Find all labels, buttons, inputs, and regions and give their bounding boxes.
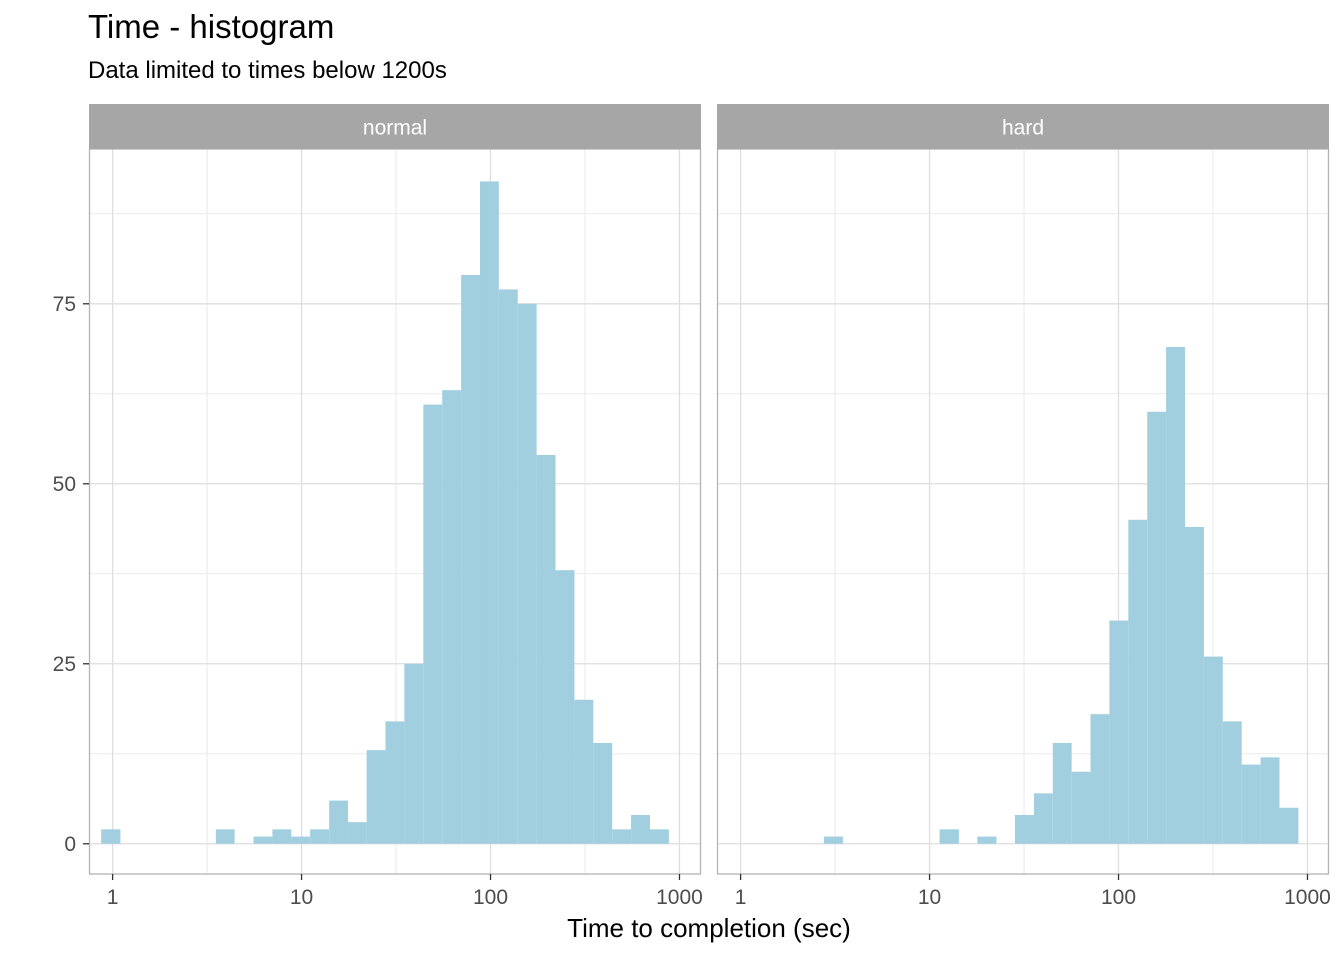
x-axis-label: Time to completion (sec) — [567, 913, 851, 943]
y-tick-label: 0 — [64, 833, 76, 856]
facet-strip — [89, 104, 701, 149]
histogram-bar — [1052, 742, 1072, 844]
histogram-bar — [631, 814, 650, 844]
histogram-bar — [461, 274, 481, 844]
histogram-bar — [272, 829, 292, 844]
y-tick-label: 50 — [53, 473, 76, 496]
histogram-bar — [1184, 526, 1204, 844]
histogram-bar — [574, 699, 594, 844]
histogram-bar — [1071, 771, 1091, 844]
histogram-bar — [1147, 411, 1167, 844]
histogram-bar — [366, 750, 386, 844]
histogram-bar — [517, 303, 537, 844]
histogram-bar — [612, 829, 632, 844]
histogram-bar — [1014, 814, 1034, 844]
histogram-bar — [1090, 714, 1110, 844]
histogram-bar — [1241, 764, 1261, 844]
facet-strip-label: hard — [1002, 117, 1044, 140]
histogram-bar — [215, 829, 235, 844]
histogram-bar — [442, 390, 462, 844]
histogram-bar — [593, 742, 613, 844]
histogram-bar — [1222, 721, 1242, 844]
histogram-bar — [404, 663, 424, 844]
x-tick-label: 10 — [290, 886, 313, 909]
x-tick-label: 100 — [1101, 886, 1136, 909]
histogram-bar — [1109, 620, 1129, 844]
histogram-bar — [1033, 793, 1053, 844]
x-tick-label: 1 — [735, 886, 747, 909]
facet-strip — [717, 104, 1329, 149]
histogram-bar — [329, 800, 348, 844]
histogram-bar — [310, 829, 330, 844]
histogram-bar — [1166, 346, 1185, 844]
facet-panel-hard: hard 1 10 100 1000 — [716, 104, 1331, 909]
facet-strip-label: normal — [363, 117, 427, 140]
y-tick-label: 25 — [53, 653, 76, 676]
histogram-bar — [101, 829, 121, 844]
histogram-bar — [939, 829, 959, 844]
x-tick-label: 1000 — [1284, 886, 1331, 909]
histogram-bar — [536, 454, 556, 844]
histogram-bar — [480, 181, 499, 844]
histogram-bar — [253, 836, 273, 844]
x-tick-label: 100 — [473, 886, 508, 909]
histogram-bar — [423, 404, 443, 844]
x-tick-label: 1000 — [656, 886, 703, 909]
facet-panel-normal: normal 1 10 100 1000 — [88, 104, 703, 909]
chart-subtitle: Data limited to times below 1200s — [88, 57, 447, 84]
histogram-bar — [347, 822, 367, 844]
chart-title: Time - histogram — [88, 8, 335, 45]
y-tick-label: 75 — [53, 293, 76, 316]
histogram-bar — [498, 289, 518, 844]
histogram-bar — [291, 836, 311, 844]
histogram-bar — [555, 570, 575, 844]
histogram-bar — [1279, 807, 1299, 844]
histogram-bar — [385, 721, 405, 844]
x-tick-label: 1 — [107, 886, 119, 909]
histogram-bar — [977, 836, 997, 844]
histogram-bar — [1203, 656, 1223, 844]
histogram-bar — [1128, 519, 1148, 844]
histogram-bar — [649, 829, 669, 844]
histogram-bar — [1260, 757, 1280, 844]
histogram-bar — [823, 836, 843, 844]
x-tick-label: 10 — [918, 886, 941, 909]
